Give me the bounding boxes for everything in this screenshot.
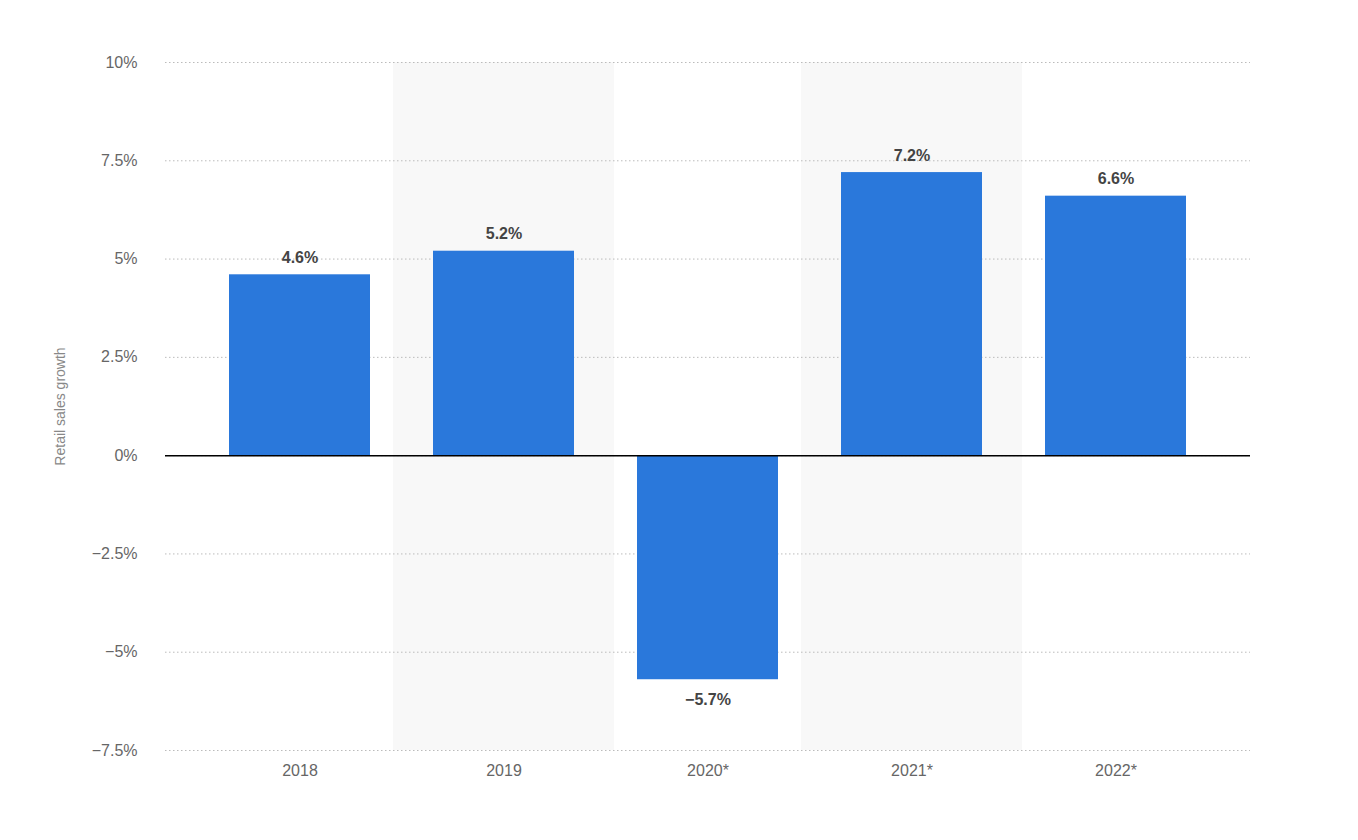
svg-text:7.5%: 7.5%	[101, 152, 137, 169]
svg-text:6.6%: 6.6%	[1098, 170, 1134, 187]
svg-text:−5%: −5%	[105, 643, 137, 660]
svg-text:0%: 0%	[114, 447, 137, 464]
svg-text:2020*: 2020*	[687, 762, 729, 779]
svg-text:Retail sales growth: Retail sales growth	[52, 347, 68, 465]
svg-text:2022*: 2022*	[1095, 762, 1137, 779]
svg-text:2018: 2018	[282, 762, 318, 779]
svg-text:2.5%: 2.5%	[101, 348, 137, 365]
svg-text:−7.5%: −7.5%	[92, 742, 138, 759]
svg-text:−2.5%: −2.5%	[92, 545, 138, 562]
svg-text:5%: 5%	[114, 250, 137, 267]
svg-text:7.2%: 7.2%	[894, 147, 930, 164]
svg-text:2019: 2019	[486, 762, 522, 779]
svg-text:2021*: 2021*	[891, 762, 933, 779]
svg-text:10%: 10%	[105, 54, 137, 71]
svg-text:5.2%: 5.2%	[486, 225, 522, 242]
svg-text:−5.7%: −5.7%	[685, 691, 731, 708]
svg-text:4.6%: 4.6%	[282, 249, 318, 266]
